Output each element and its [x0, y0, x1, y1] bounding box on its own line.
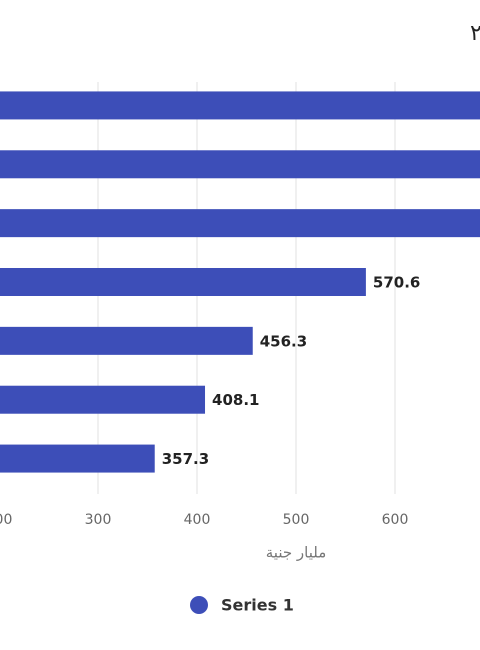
- x-tick-label: 300: [85, 512, 112, 528]
- bar: [0, 268, 366, 296]
- value-label: 456.3: [260, 332, 307, 350]
- bars: [0, 91, 480, 473]
- bar: [0, 209, 480, 238]
- value-label: 357.3: [162, 450, 209, 468]
- bar: [0, 150, 480, 179]
- legend-swatch: [190, 596, 208, 614]
- x-tick-label: 600: [382, 512, 409, 528]
- bar: [0, 326, 253, 355]
- bar: [0, 444, 155, 473]
- bar: [0, 91, 480, 120]
- chart-title: قيمة الانتاج الصناعي المصرى من ٢٠١٣-٢٠٢٠: [470, 21, 480, 46]
- value-label: 408.1: [212, 391, 259, 409]
- x-tick-label: 500: [283, 512, 310, 528]
- x-axis-title: مليار جنية: [266, 544, 326, 562]
- x-tick-label: 200: [0, 512, 12, 528]
- bar: [0, 385, 206, 414]
- x-tick-label: 400: [184, 512, 211, 528]
- legend-label: Series 1: [221, 596, 294, 615]
- value-label: 570.6: [373, 274, 420, 292]
